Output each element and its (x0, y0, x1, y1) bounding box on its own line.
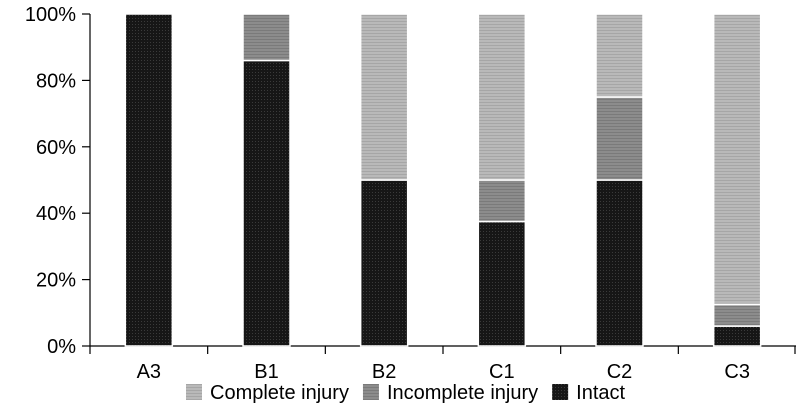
bar-segment-c2-complete-injury (595, 13, 644, 98)
y-tick-label: 60% (36, 137, 76, 159)
x-tick-label: B2 (372, 361, 396, 383)
bar-segment-c2-incomplete-injury (595, 96, 644, 181)
bar-segment-c3-incomplete-injury (712, 303, 762, 327)
y-tick-label: 40% (36, 203, 76, 225)
x-tick-label: C3 (724, 361, 750, 383)
bar-segment-b2-intact (359, 179, 409, 347)
bar-segment-c2-intact (595, 179, 644, 347)
legend-label: Incomplete injury (387, 382, 538, 404)
bar-segment-b2-complete-injury (359, 13, 409, 181)
x-axis: A3 B1 B2 C1 C2 C3 (89, 345, 796, 383)
y-tick-label: 100% (25, 4, 76, 26)
bar-segment-c3-complete-injury (712, 13, 762, 306)
x-tick-label: C1 (489, 361, 515, 383)
bar-segment-c3-intact (712, 325, 762, 347)
bar-segment-b1-intact (242, 59, 291, 347)
legend-label: Complete injury (210, 382, 349, 404)
bar-segment-a3-intact (124, 13, 174, 347)
legend-label: Intact (576, 382, 625, 404)
x-tick-label: A3 (137, 361, 161, 383)
legend-swatch-complete-injury (186, 384, 202, 400)
bar-segment-c1-complete-injury (477, 13, 527, 181)
bar-segment-c1-incomplete-injury (477, 179, 527, 223)
bar-segment-b1-incomplete-injury (242, 13, 291, 62)
bars (124, 13, 762, 347)
y-axis: 0% 20% 40% 60% 80% 100% (25, 4, 91, 358)
x-tick-label: B1 (254, 361, 278, 383)
y-tick-label: 20% (36, 270, 76, 292)
y-tick-label: 0% (47, 336, 76, 358)
bar-segment-c1-intact (477, 220, 527, 347)
x-tick-label: C2 (607, 361, 633, 383)
y-tick-label: 80% (36, 70, 76, 92)
legend-swatch-intact (552, 384, 569, 400)
legend: Complete injury Incomplete injury Intact (186, 382, 626, 404)
legend-swatch-incomplete-injury (362, 384, 379, 400)
